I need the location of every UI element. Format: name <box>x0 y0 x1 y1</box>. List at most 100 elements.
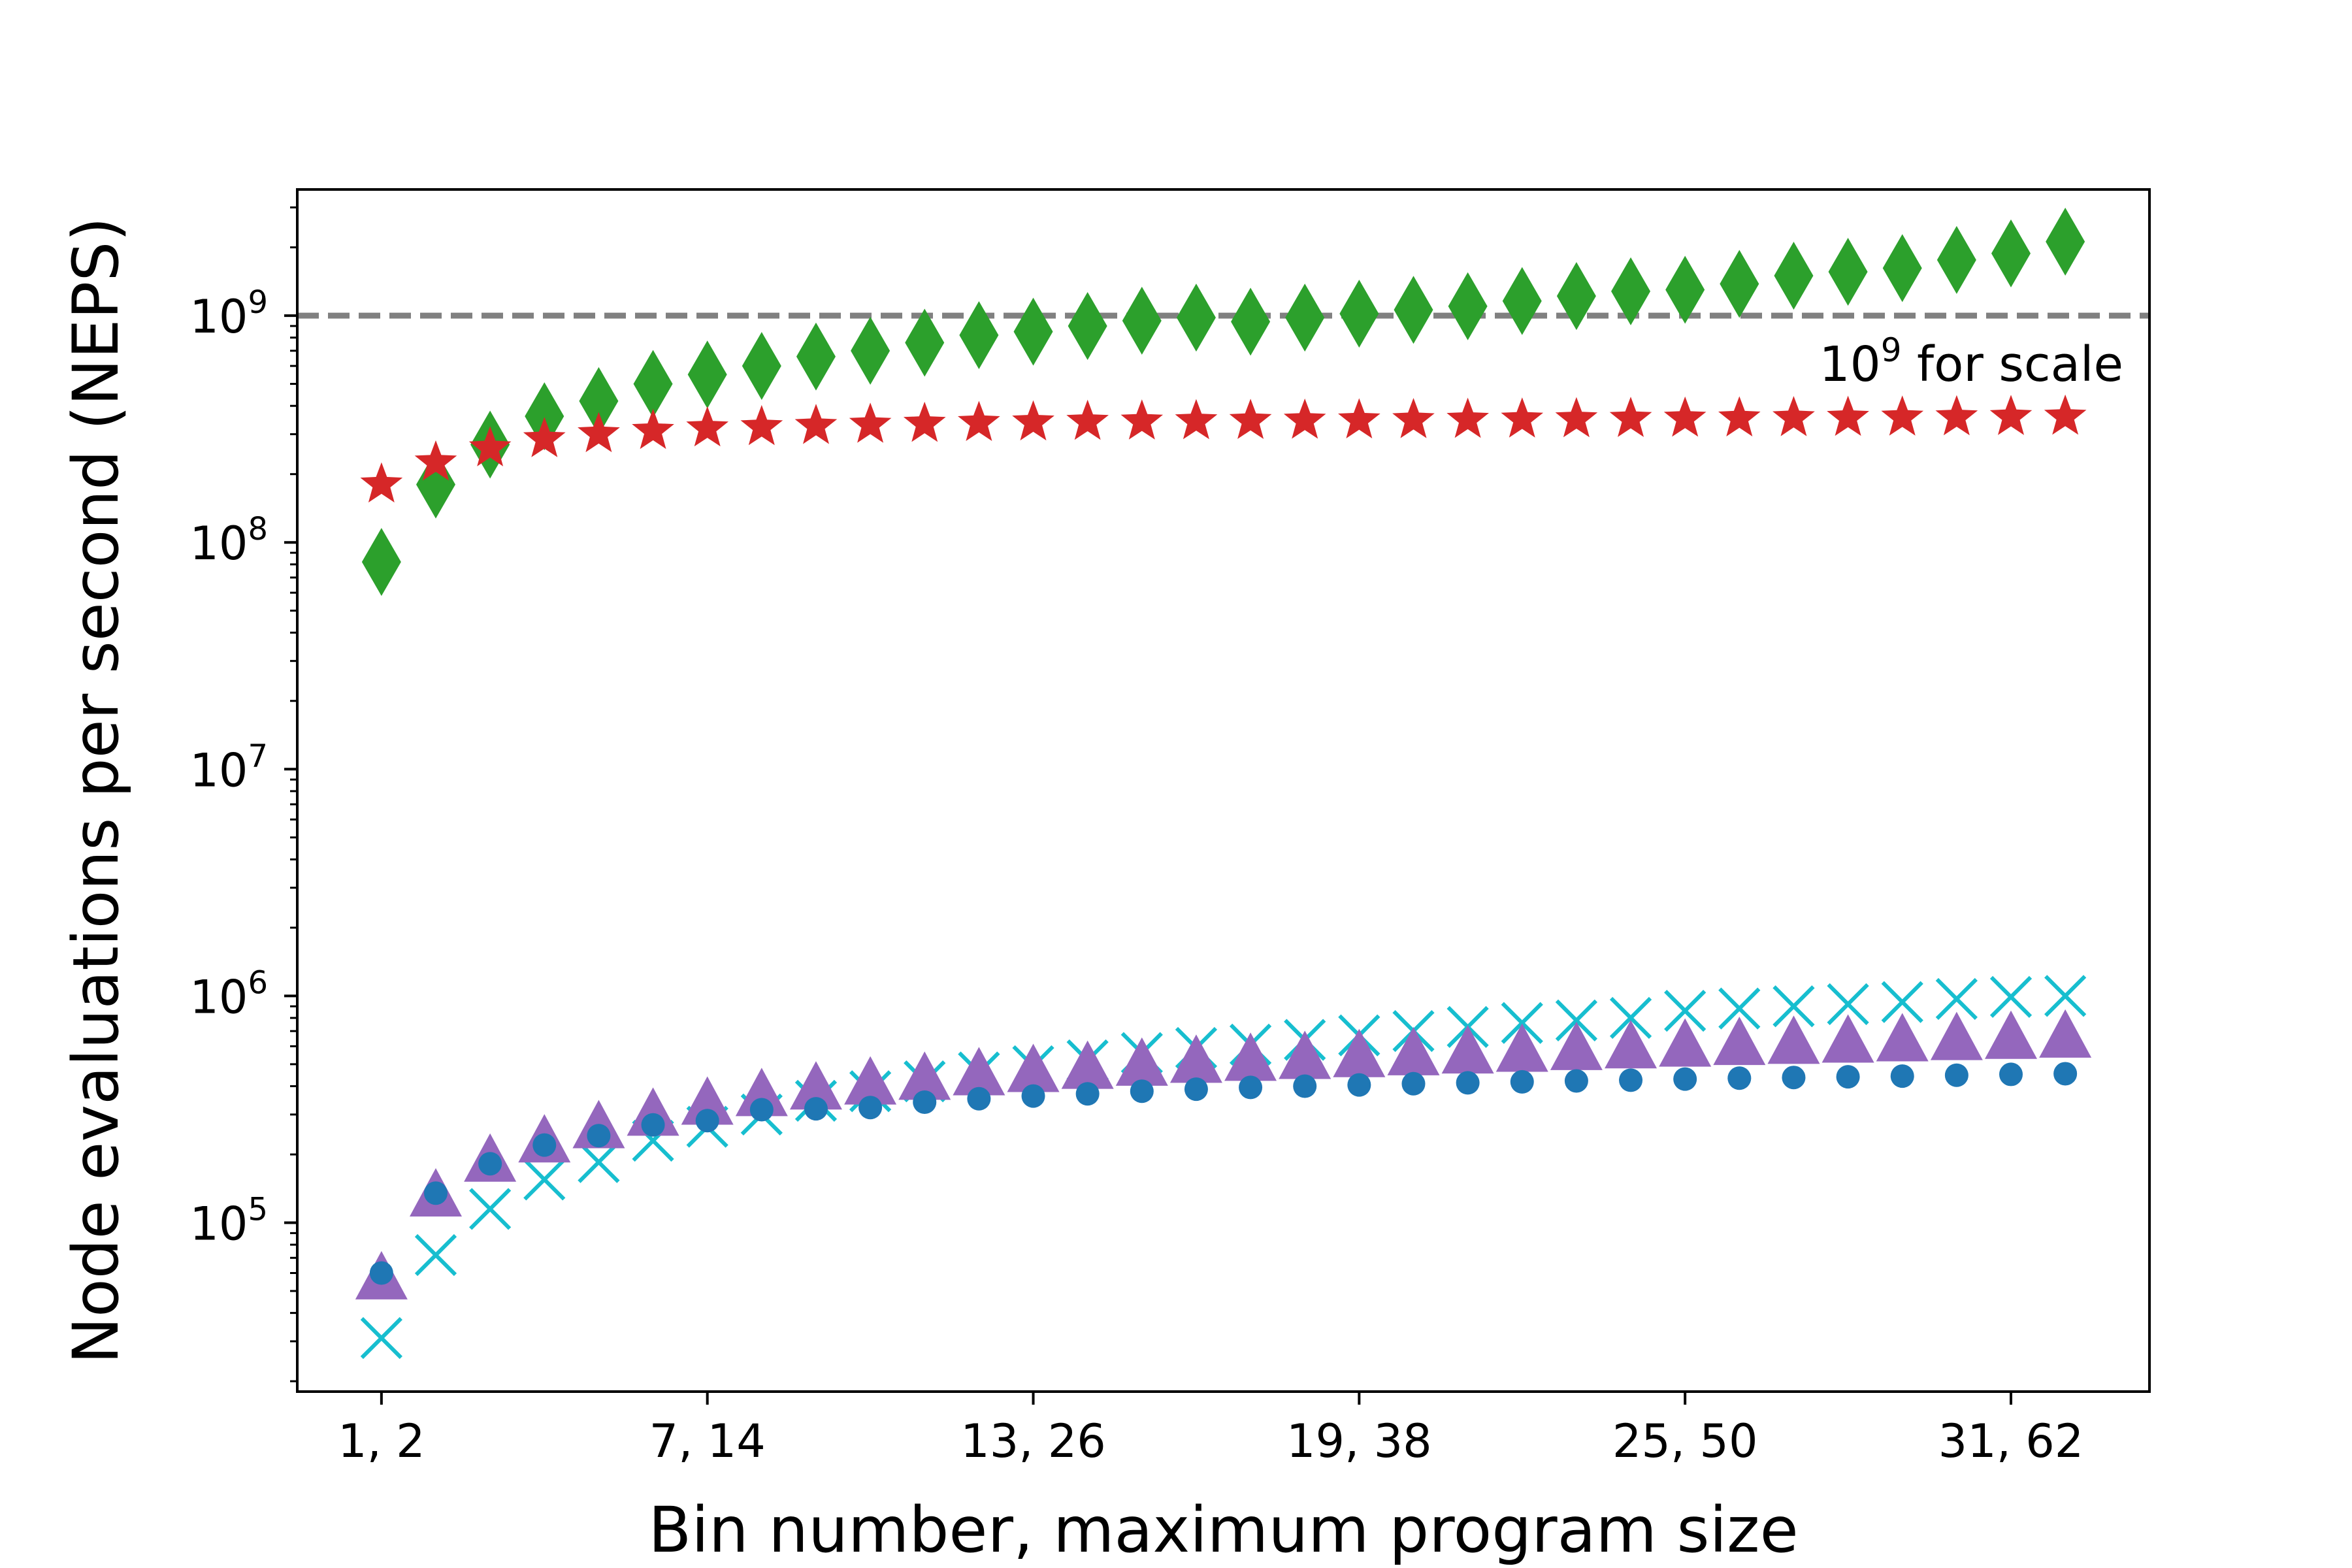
data-point <box>360 462 403 503</box>
data-point <box>1338 398 1380 438</box>
x-tick-label: 25, 50 <box>1612 1414 1758 1468</box>
data-point <box>1772 985 1815 1028</box>
data-point <box>632 408 674 449</box>
data-point <box>1663 396 1707 437</box>
data-point <box>579 367 619 435</box>
data-point <box>1989 975 2033 1019</box>
data-point <box>1767 1015 1820 1064</box>
data-point <box>804 1097 828 1121</box>
data-point <box>1774 241 1814 310</box>
data-point <box>1564 1069 1588 1093</box>
data-point <box>1502 267 1542 335</box>
data-point <box>1989 395 2033 435</box>
data-point <box>361 528 401 596</box>
data-point <box>1394 276 1433 344</box>
data-point <box>478 1152 502 1176</box>
data-point <box>1944 1063 1968 1087</box>
data-point <box>468 426 512 466</box>
data-point <box>1446 397 1489 438</box>
data-point <box>2044 394 2087 435</box>
data-point <box>1664 990 1707 1032</box>
data-point <box>1881 395 1924 436</box>
data-point <box>1061 1040 1114 1089</box>
data-point <box>1066 399 1109 440</box>
x-axis-label: Bin number, maximum program size <box>648 1494 1798 1567</box>
data-point <box>523 417 566 457</box>
data-point <box>1890 1064 1914 1088</box>
data-point <box>1882 234 1922 302</box>
data-point <box>1184 1077 1208 1102</box>
data-point <box>686 406 728 447</box>
data-point <box>2039 1009 2092 1058</box>
data-point <box>1224 1032 1277 1081</box>
data-point <box>414 440 457 481</box>
data-point <box>1827 983 1869 1026</box>
data-point <box>1347 1073 1371 1097</box>
data-point <box>469 1188 512 1230</box>
data-point <box>687 340 727 409</box>
data-point <box>1285 284 1325 352</box>
x-tick-label: 1, 2 <box>338 1414 425 1468</box>
data-point <box>1510 1070 1534 1094</box>
data-point <box>1120 399 1164 440</box>
data-point <box>1456 1071 1480 1095</box>
data-point <box>2053 1062 2078 1086</box>
data-point <box>1611 257 1651 325</box>
data-point <box>1556 262 1596 331</box>
data-point <box>1821 1014 1874 1063</box>
data-point <box>959 301 999 370</box>
data-point <box>1283 399 1326 439</box>
data-point <box>1827 395 1869 436</box>
data-point <box>1673 1067 1697 1091</box>
data-point <box>1659 1018 1712 1067</box>
data-point <box>1727 1066 1752 1090</box>
data-point <box>749 1098 774 1122</box>
data-point <box>1772 396 1815 436</box>
data-point <box>1936 225 1976 294</box>
y-tick-label: 108 <box>189 511 268 570</box>
data-point <box>1448 272 1488 340</box>
data-point <box>796 322 836 391</box>
data-point <box>1231 287 1271 356</box>
data-point <box>1828 238 1868 306</box>
data-point <box>1999 1062 2023 1086</box>
series-circle <box>369 1062 2078 1285</box>
x-tick-label: 19, 38 <box>1286 1414 1432 1468</box>
data-point <box>416 450 456 519</box>
data-point <box>1935 977 1978 1021</box>
data-point <box>1130 1079 1154 1103</box>
data-point <box>1175 399 1218 440</box>
data-point <box>1169 1034 1222 1083</box>
data-point <box>1007 1043 1060 1092</box>
data-point <box>681 1076 734 1125</box>
data-point <box>1122 286 1162 355</box>
data-point <box>1718 396 1761 436</box>
data-point <box>794 404 838 444</box>
data-point <box>641 1113 665 1137</box>
data-point <box>1930 1011 1983 1060</box>
reference-line-label: 109 for scale <box>1820 331 2123 393</box>
data-point <box>1239 1075 1263 1100</box>
x-axis: 1, 2 7, 14 13, 26 19, 38 25, 50 31, 62 <box>338 1392 2083 1468</box>
data-point <box>1293 1074 1317 1098</box>
data-point <box>1339 280 1379 348</box>
data-point <box>360 1316 402 1360</box>
data-point <box>1115 1037 1168 1086</box>
x-tick-label: 13, 26 <box>960 1414 1106 1468</box>
data-point <box>369 1261 393 1285</box>
data-point <box>967 1086 991 1111</box>
data-point <box>1881 981 1923 1023</box>
data-point <box>523 1158 566 1201</box>
y-tick-label: 107 <box>189 738 268 797</box>
data-point <box>1619 1068 1643 1092</box>
data-point <box>789 1061 842 1110</box>
series-star <box>360 394 2087 503</box>
data-point <box>1068 291 1107 360</box>
data-point <box>913 1090 937 1115</box>
data-point <box>1665 255 1705 324</box>
x-tick-label: 7, 14 <box>649 1414 766 1468</box>
data-point <box>414 1233 457 1277</box>
data-point <box>2044 975 2087 1017</box>
data-point <box>1609 397 1652 437</box>
